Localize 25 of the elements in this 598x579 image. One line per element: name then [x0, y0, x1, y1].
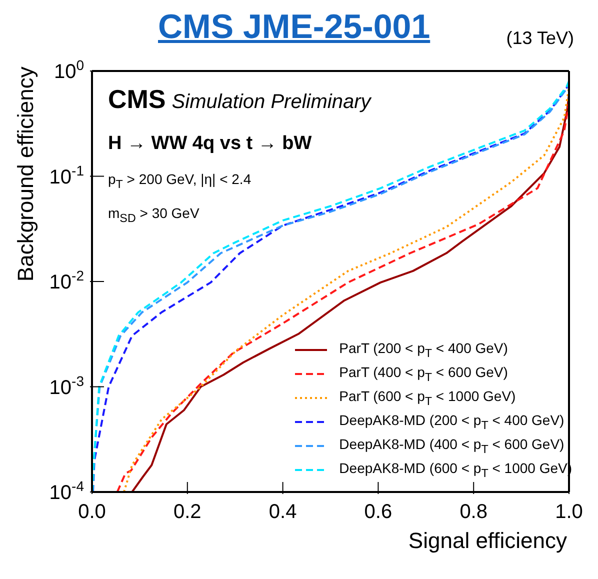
x-tick-label: 0.6: [364, 501, 392, 523]
legend-label: ParT (400 < p$_{T}$ < 600 GeV): [339, 364, 508, 384]
y-tick-label: 10$^{-3}$: [49, 372, 84, 399]
y-axis-title: Background efficiency: [12, 66, 38, 282]
annotation: Simulation Preliminary: [172, 91, 371, 113]
chart-title: CMS JME-25-001: [158, 8, 430, 47]
annotation: H → WW 4q vs t → bW: [108, 133, 312, 154]
x-tick-label: 0.2: [173, 501, 202, 523]
x-tick-label: 0.4: [268, 501, 297, 523]
annotation: m$_{SD}$ > 30 GeV: [108, 204, 200, 225]
x-axis-title: Signal efficiency: [408, 528, 567, 553]
y-tick-label: 10$^{-1}$: [49, 162, 84, 188]
legend-label: ParT (200 < p$_{T}$ < 400 GeV): [339, 340, 508, 360]
x-tick-label: 0.0: [78, 501, 106, 523]
legend-label: DeepAK8-MD (400 < p$_{T}$ < 600 GeV): [339, 436, 564, 456]
x-tick-label: 1.0: [555, 501, 583, 523]
annotation: p$_{T}$ > 200 GeV, |η| < 2.4: [108, 171, 252, 191]
annotation: CMS: [108, 84, 166, 114]
chart-subtitle: (13 TeV): [506, 28, 574, 49]
legend-label: DeepAK8-MD (200 < p$_{T}$ < 400 GeV): [339, 412, 564, 432]
y-tick-label: 10$^{0}$: [54, 57, 84, 83]
y-tick-label: 10$^{-4}$: [49, 478, 84, 504]
legend-label: ParT (600 < p$_{T}$ < 1000 GeV): [339, 388, 516, 408]
x-tick-label: 0.8: [460, 501, 488, 523]
y-tick-label: 10$^{-2}$: [49, 268, 84, 294]
